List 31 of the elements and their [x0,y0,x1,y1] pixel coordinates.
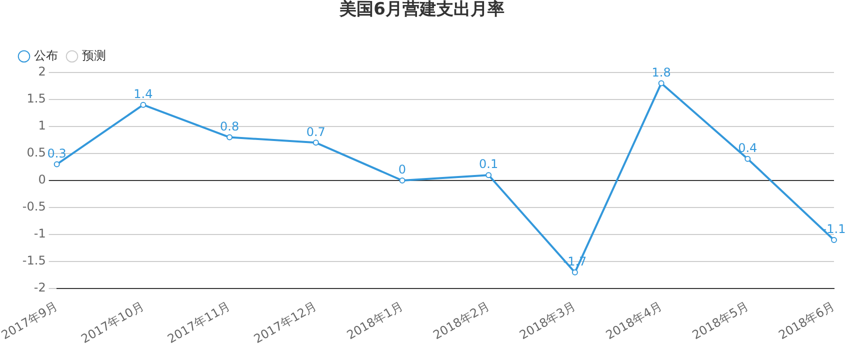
point [572,269,578,276]
data-label: 1.8 [652,65,671,80]
y-tick-label: -1.5 [22,254,46,268]
data-label: 1.4 [134,86,153,101]
y-tick-label: -2 [34,280,46,295]
point [399,178,406,184]
y-tick-label: -1 [34,226,46,241]
point [140,102,146,108]
y-tick-label: 1 [38,118,46,133]
data-label: 0.7 [306,124,326,139]
data-label: 0.3 [47,146,66,160]
point [744,156,751,162]
y-tick-label: 2 [38,64,46,79]
y-tick-label: 1.5 [26,92,46,106]
point [658,80,664,86]
chart-title: 美国6月营建支出月率 [338,0,504,20]
point [54,161,60,168]
point [486,172,492,178]
data-label: 0.4 [738,141,758,156]
y-tick-label: 0.5 [26,146,46,160]
y-tick-label: 0 [38,172,46,187]
legend-label: 公布 [34,48,58,63]
point [226,134,233,140]
legend-label: 预测 [82,48,106,63]
point [312,140,319,146]
data-label: 0 [398,162,406,177]
y-tick-label: -0.5 [22,200,46,214]
data-label: 0.8 [220,119,240,134]
data-label: 0.1 [479,157,498,172]
data-label: -1.1 [822,222,846,236]
point [831,236,837,243]
